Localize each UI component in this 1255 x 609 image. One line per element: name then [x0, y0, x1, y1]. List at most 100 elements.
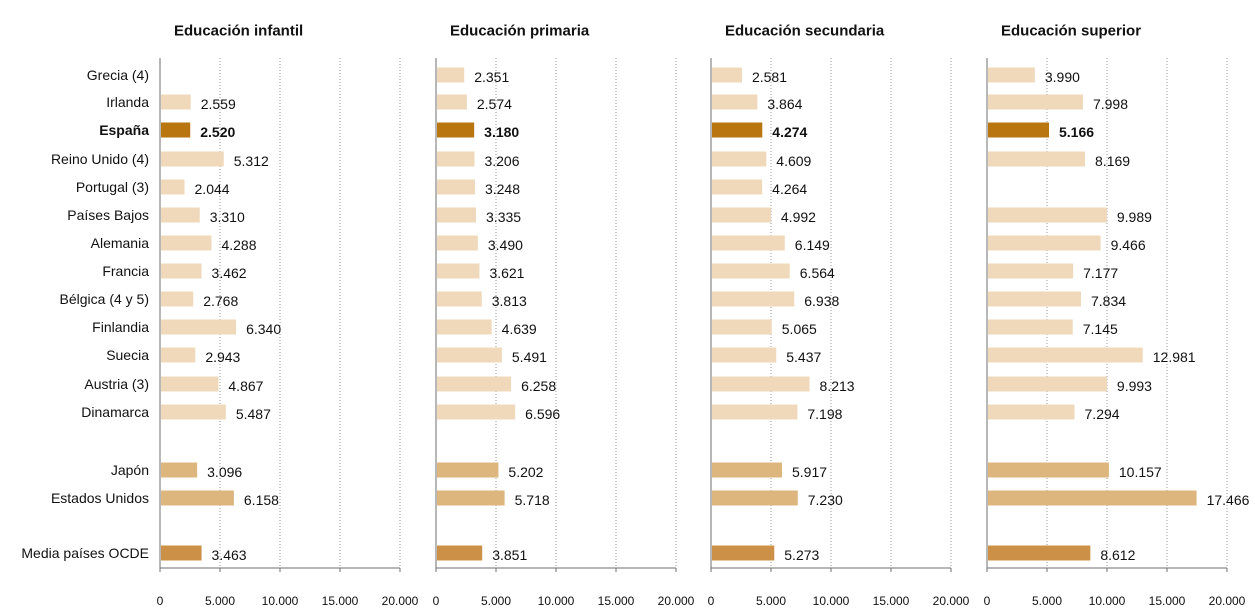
bar-educacion-superior-dinamarca: [988, 404, 1075, 420]
bar-educacion-superior-suecia: [988, 347, 1143, 363]
bar-educacion-primaria-dinamarca: [437, 404, 516, 420]
category-label-dinamarca: Dinamarca: [81, 404, 149, 420]
value-label-educacion-superior-paises-bajos: 9.989: [1117, 209, 1152, 225]
category-label-espana: España: [99, 122, 149, 138]
bar-educacion-primaria-paises-bajos: [437, 207, 477, 223]
value-label-educacion-superior-reino-unido-4: 8.169: [1095, 153, 1130, 169]
value-label-educacion-secundaria-grecia-4: 2.581: [752, 69, 787, 85]
bar-educacion-secundaria-alemania: [712, 235, 785, 251]
bar-educacion-primaria-austria-3: [437, 376, 512, 392]
x-tick-label-educacion-primaria-4: 20.000: [658, 594, 695, 608]
panel-title-educacion-infantil: Educación infantil: [174, 23, 303, 40]
value-label-educacion-primaria-alemania: 3.490: [488, 237, 523, 253]
category-label-finlandia: Finlandia: [92, 319, 149, 335]
bar-educacion-infantil-japon: [161, 462, 198, 478]
x-tick-label-educacion-superior-0: 0: [984, 594, 991, 608]
bar-educacion-secundaria-japon: [712, 462, 783, 478]
panel-title-educacion-superior: Educación superior: [1001, 23, 1141, 40]
bar-educacion-superior-media-paises-ocde: [988, 545, 1091, 561]
value-label-educacion-superior-finlandia: 7.145: [1083, 321, 1118, 337]
bar-educacion-superior-paises-bajos: [988, 207, 1107, 223]
category-label-grecia-4: Grecia (4): [87, 67, 149, 83]
category-label-alemania: Alemania: [91, 235, 150, 251]
category-label-francia: Francia: [102, 263, 149, 279]
value-label-educacion-primaria-francia: 3.621: [489, 265, 524, 281]
value-label-educacion-secundaria-media-paises-ocde: 5.273: [784, 547, 819, 563]
value-label-educacion-superior-francia: 7.177: [1083, 265, 1118, 281]
bar-educacion-secundaria-media-paises-ocde: [712, 545, 775, 561]
value-label-educacion-superior-grecia-4: 3.990: [1045, 69, 1080, 85]
value-label-educacion-primaria-espana: 3.180: [484, 124, 519, 140]
value-label-educacion-superior-media-paises-ocde: 8.612: [1100, 547, 1135, 563]
bar-educacion-secundaria-espana: [712, 122, 763, 138]
value-label-educacion-primaria-suecia: 5.491: [512, 349, 547, 365]
bar-educacion-infantil-paises-bajos: [161, 207, 200, 223]
bar-educacion-primaria-portugal-3: [437, 179, 475, 195]
bar-educacion-primaria-alemania: [437, 235, 478, 251]
x-tick-label-educacion-infantil-2: 10.000: [262, 594, 299, 608]
value-label-educacion-primaria-reino-unido-4: 3.206: [484, 153, 519, 169]
value-label-educacion-superior-japon: 10.157: [1119, 464, 1162, 480]
bar-educacion-infantil-media-paises-ocde: [161, 545, 202, 561]
value-label-educacion-superior-alemania: 9.466: [1111, 237, 1146, 253]
x-tick-label-educacion-superior-2: 10.000: [1089, 594, 1126, 608]
bar-educacion-secundaria-portugal-3: [712, 179, 763, 195]
x-tick-label-educacion-primaria-3: 15.000: [598, 594, 635, 608]
value-label-educacion-infantil-belgica-4-y-5: 2.768: [203, 293, 238, 309]
x-tick-label-educacion-superior-3: 15.000: [1149, 594, 1186, 608]
bar-educacion-infantil-espana: [161, 122, 191, 138]
value-label-educacion-infantil-japon: 3.096: [207, 464, 242, 480]
bar-educacion-superior-austria-3: [988, 376, 1107, 392]
x-tick-label-educacion-infantil-1: 5.000: [205, 594, 235, 608]
bar-educacion-infantil-dinamarca: [161, 404, 226, 420]
value-label-educacion-infantil-reino-unido-4: 5.312: [234, 153, 269, 169]
bar-educacion-primaria-suecia: [437, 347, 502, 363]
value-label-educacion-infantil-alemania: 4.288: [221, 237, 256, 253]
bar-educacion-primaria-japon: [437, 462, 499, 478]
x-tick-label-educacion-infantil-0: 0: [157, 594, 164, 608]
value-label-educacion-primaria-japon: 5.202: [508, 464, 543, 480]
bar-educacion-infantil-austria-3: [161, 376, 219, 392]
bar-educacion-secundaria-belgica-4-y-5: [712, 291, 795, 307]
value-label-educacion-secundaria-belgica-4-y-5: 6.938: [804, 293, 839, 309]
value-label-educacion-primaria-grecia-4: 2.351: [474, 69, 509, 85]
x-tick-label-educacion-secundaria-2: 10.000: [813, 594, 850, 608]
x-tick-label-educacion-infantil-4: 20.000: [382, 594, 419, 608]
x-tick-label-educacion-secundaria-0: 0: [708, 594, 715, 608]
value-label-educacion-superior-estados-unidos: 17.466: [1207, 492, 1250, 508]
value-label-educacion-superior-suecia: 12.981: [1153, 349, 1196, 365]
bar-educacion-secundaria-paises-bajos: [712, 207, 771, 223]
x-tick-label-educacion-secundaria-4: 20.000: [933, 594, 970, 608]
bar-educacion-primaria-finlandia: [437, 319, 492, 335]
bar-educacion-infantil-alemania: [161, 235, 212, 251]
x-tick-label-educacion-secundaria-1: 5.000: [756, 594, 786, 608]
panel-title-educacion-secundaria: Educación secundaria: [725, 23, 885, 40]
bar-educacion-infantil-reino-unido-4: [161, 151, 224, 167]
bar-educacion-primaria-media-paises-ocde: [437, 545, 483, 561]
category-label-reino-unido-4: Reino Unido (4): [51, 151, 149, 167]
x-tick-label-educacion-primaria-0: 0: [433, 594, 440, 608]
value-label-educacion-primaria-finlandia: 4.639: [502, 321, 537, 337]
category-label-media-paises-ocde: Media países OCDE: [21, 545, 149, 561]
x-tick-label-educacion-superior-1: 5.000: [1032, 594, 1062, 608]
value-label-educacion-primaria-portugal-3: 3.248: [485, 181, 520, 197]
value-label-educacion-infantil-dinamarca: 5.487: [236, 406, 271, 422]
value-label-educacion-infantil-paises-bajos: 3.310: [210, 209, 245, 225]
category-label-estados-unidos: Estados Unidos: [51, 490, 149, 506]
bar-educacion-secundaria-estados-unidos: [712, 490, 798, 506]
panel-title-educacion-primaria: Educación primaria: [450, 23, 590, 40]
bar-educacion-superior-espana: [988, 122, 1049, 138]
bar-educacion-primaria-espana: [437, 122, 475, 138]
bar-educacion-superior-belgica-4-y-5: [988, 291, 1082, 307]
x-tick-label-educacion-primaria-2: 10.000: [538, 594, 575, 608]
bar-educacion-secundaria-grecia-4: [712, 67, 742, 83]
bar-educacion-superior-francia: [988, 263, 1074, 279]
value-label-educacion-infantil-suecia: 2.943: [205, 349, 240, 365]
bar-educacion-infantil-estados-unidos: [161, 490, 234, 506]
bar-educacion-infantil-finlandia: [161, 319, 237, 335]
category-label-irlanda: Irlanda: [106, 94, 149, 110]
value-label-educacion-primaria-paises-bajos: 3.335: [486, 209, 521, 225]
value-label-educacion-primaria-austria-3: 6.258: [521, 378, 556, 394]
